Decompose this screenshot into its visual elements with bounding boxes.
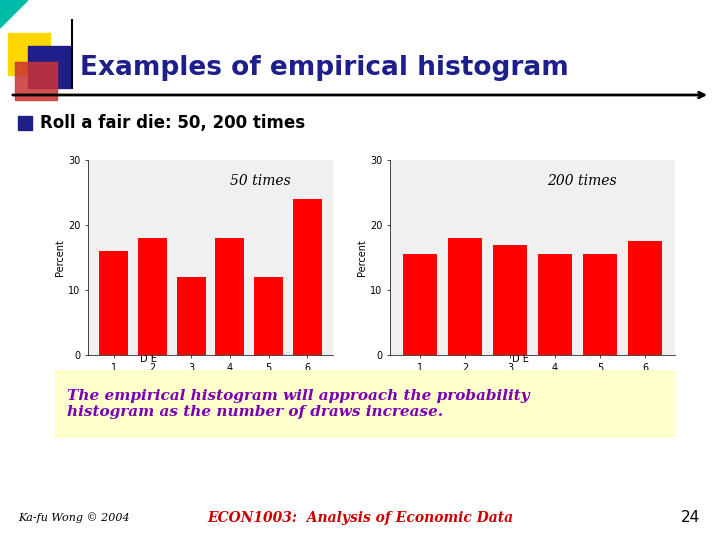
Text: D E: D E — [140, 354, 156, 364]
Text: 50 times: 50 times — [230, 174, 291, 187]
Bar — [99, 251, 128, 355]
Y-axis label: Percent: Percent — [357, 239, 367, 276]
Bar — [138, 238, 167, 355]
Bar — [254, 277, 283, 355]
Bar — [15, 62, 57, 100]
Bar — [293, 199, 322, 355]
Text: Examples of empirical histogram: Examples of empirical histogram — [80, 55, 569, 81]
Text: Ka-fu Wong © 2004: Ka-fu Wong © 2004 — [18, 512, 130, 523]
Bar — [176, 277, 206, 355]
Bar — [448, 238, 482, 355]
Text: The empirical histogram will approach the probability
histogram as the number of: The empirical histogram will approach th… — [68, 389, 530, 419]
Text: 24: 24 — [680, 510, 700, 525]
Polygon shape — [0, 0, 28, 28]
Bar — [403, 254, 437, 355]
Bar — [493, 245, 527, 355]
Text: ECON1003:  Analysis of Economic Data: ECON1003: Analysis of Economic Data — [207, 511, 513, 525]
Bar — [18, 116, 32, 130]
Bar — [28, 46, 70, 88]
Bar — [538, 254, 572, 355]
Text: D E: D E — [512, 354, 528, 364]
Bar — [215, 238, 244, 355]
Text: 200 times: 200 times — [546, 174, 616, 187]
Y-axis label: Percent: Percent — [55, 239, 66, 276]
Bar — [629, 241, 662, 355]
Text: Roll a fair die: 50, 200 times: Roll a fair die: 50, 200 times — [40, 114, 305, 132]
Bar — [8, 33, 50, 75]
Bar — [583, 254, 617, 355]
